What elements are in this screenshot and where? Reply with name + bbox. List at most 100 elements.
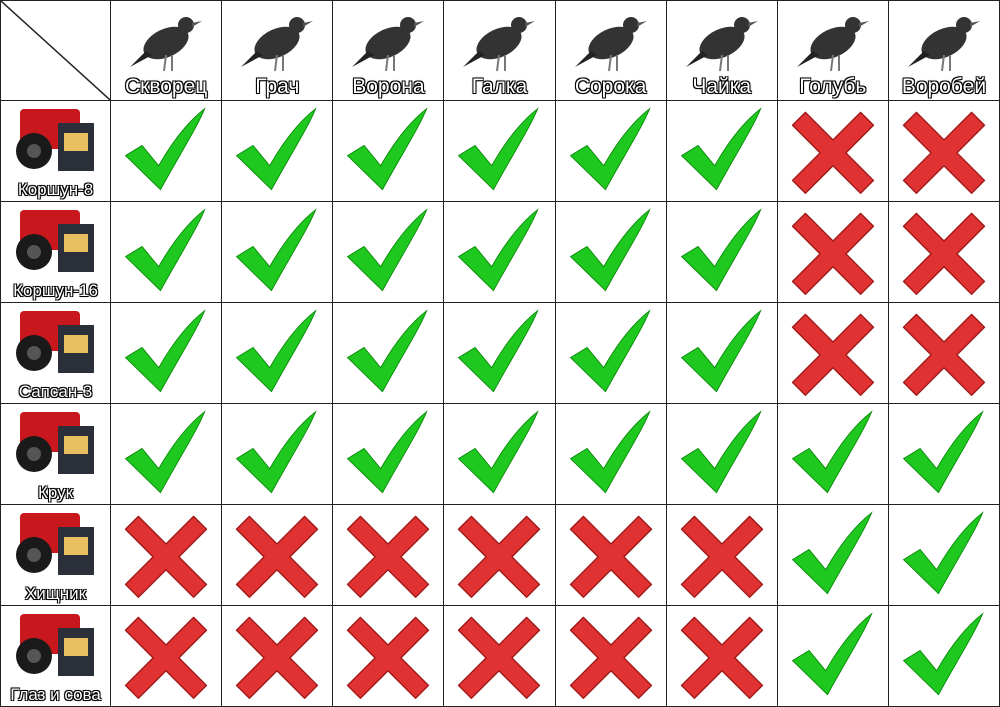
bird-image	[682, 5, 762, 82]
check-icon	[236, 309, 317, 393]
device-label: Хищник	[24, 584, 87, 603]
cross-icon	[458, 515, 541, 599]
effective-cell	[221, 100, 334, 202]
device-label: Глаз и сова	[10, 685, 101, 704]
effective-cell	[443, 403, 556, 505]
not-effective-cell	[332, 605, 445, 707]
not-effective-cell	[776, 201, 889, 303]
cross-icon	[458, 616, 541, 700]
bird-label: Ворона	[352, 75, 425, 98]
effective-cell	[665, 302, 778, 404]
cross-icon	[236, 616, 319, 700]
effective-cell	[554, 302, 667, 404]
not-effective-cell	[332, 504, 445, 606]
check-icon	[458, 208, 540, 292]
cross-icon	[124, 515, 208, 599]
device-row: Сапсан-3	[0, 302, 1000, 404]
cross-icon	[902, 111, 986, 195]
device-header: Сапсан-3	[0, 302, 112, 404]
not-effective-cell	[887, 302, 1000, 404]
check-icon	[680, 208, 762, 292]
effective-cell	[665, 403, 778, 505]
effective-cell	[776, 403, 889, 505]
cross-icon	[791, 212, 874, 296]
device-label: Крук	[38, 483, 74, 502]
check-icon	[569, 107, 651, 191]
bird-image	[904, 5, 984, 82]
effective-cell	[887, 605, 1000, 707]
device-header: Коршун-8	[0, 100, 112, 202]
bird-image	[793, 5, 873, 82]
cross-icon	[680, 515, 763, 599]
device-label: Коршун-16	[13, 281, 99, 300]
check-icon	[680, 107, 762, 191]
check-icon	[124, 107, 206, 191]
device-row: Глаз и сова	[0, 605, 1000, 707]
cross-icon	[569, 515, 652, 599]
bird-header: Грач	[221, 0, 334, 101]
device-image	[8, 610, 104, 693]
effective-cell	[110, 201, 223, 303]
bird-label: Грач	[255, 75, 300, 98]
effective-cell	[554, 100, 667, 202]
bird-image	[459, 5, 539, 82]
effective-cell	[554, 403, 667, 505]
bird-image	[237, 5, 317, 82]
cross-icon	[347, 616, 430, 700]
effective-cell	[887, 403, 1000, 505]
effective-cell	[887, 504, 1000, 606]
effective-cell	[332, 403, 445, 505]
not-effective-cell	[776, 100, 889, 202]
check-icon	[124, 208, 206, 292]
bird-header: Галка	[443, 0, 556, 101]
check-icon	[680, 309, 762, 393]
bird-label: Скворец	[124, 75, 208, 98]
check-icon	[902, 410, 984, 494]
cross-icon	[680, 616, 763, 700]
check-icon	[791, 511, 873, 595]
effective-cell	[332, 100, 445, 202]
cross-icon	[569, 616, 652, 700]
device-label: Сапсан-3	[18, 382, 93, 401]
device-header: Глаз и сова	[0, 605, 112, 707]
device-header: Хищник	[0, 504, 112, 606]
check-icon	[236, 410, 317, 494]
check-icon	[236, 208, 317, 292]
effective-cell	[110, 100, 223, 202]
effective-cell	[554, 201, 667, 303]
device-image	[8, 307, 104, 390]
check-icon	[902, 612, 984, 696]
effective-cell	[776, 605, 889, 707]
check-icon	[458, 309, 540, 393]
cross-icon	[124, 616, 208, 700]
bird-header: Чайка	[665, 0, 778, 101]
bird-header: Голубь	[776, 0, 889, 101]
bird-label: Воробей	[901, 75, 987, 98]
device-image	[8, 206, 104, 289]
not-effective-cell	[443, 605, 556, 707]
effective-cell	[221, 201, 334, 303]
bird-label: Голубь	[799, 75, 867, 98]
check-icon	[347, 107, 429, 191]
check-icon	[124, 309, 206, 393]
not-effective-cell	[554, 605, 667, 707]
not-effective-cell	[776, 302, 889, 404]
not-effective-cell	[110, 504, 223, 606]
device-header: Крук	[0, 403, 112, 505]
check-icon	[236, 107, 317, 191]
bird-label: Сорока	[574, 75, 647, 98]
effective-cell	[110, 302, 223, 404]
not-effective-cell	[221, 504, 334, 606]
not-effective-cell	[221, 605, 334, 707]
effective-cell	[443, 302, 556, 404]
device-row: Коршун-8	[0, 100, 1000, 202]
not-effective-cell	[665, 605, 778, 707]
device-row: Хищник	[0, 504, 1000, 606]
check-icon	[347, 309, 429, 393]
check-icon	[347, 208, 429, 292]
check-icon	[791, 612, 873, 696]
not-effective-cell	[887, 201, 1000, 303]
device-image	[8, 408, 104, 491]
effective-cell	[221, 302, 334, 404]
effective-cell	[665, 201, 778, 303]
